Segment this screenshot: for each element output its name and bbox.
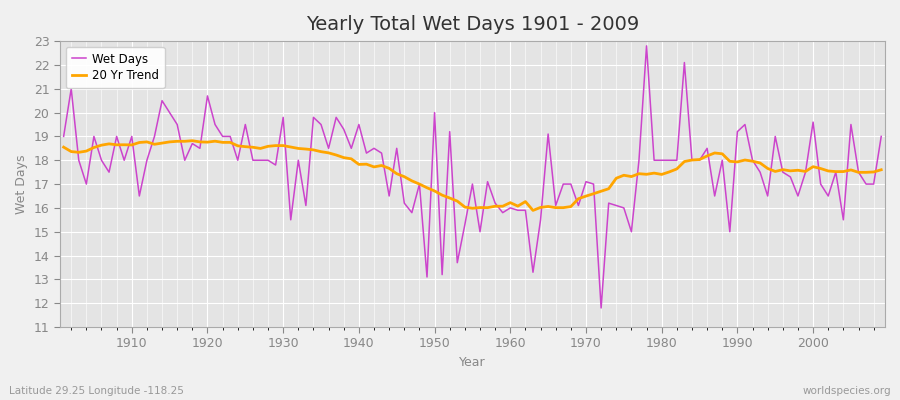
20 Yr Trend	[187, 138, 198, 143]
Wet Days	[603, 201, 614, 206]
Wet Days	[596, 306, 607, 310]
Y-axis label: Wet Days: Wet Days	[15, 154, 28, 214]
Text: Latitude 29.25 Longitude -118.25: Latitude 29.25 Longitude -118.25	[9, 386, 184, 396]
Title: Yearly Total Wet Days 1901 - 2009: Yearly Total Wet Days 1901 - 2009	[306, 15, 639, 34]
20 Yr Trend	[505, 200, 516, 205]
20 Yr Trend	[611, 176, 622, 181]
20 Yr Trend	[338, 155, 349, 160]
Wet Days	[498, 210, 508, 215]
20 Yr Trend	[292, 146, 303, 151]
Wet Days	[285, 218, 296, 222]
20 Yr Trend	[876, 167, 886, 172]
Wet Days	[58, 134, 69, 139]
Wet Days	[641, 44, 652, 48]
Legend: Wet Days, 20 Yr Trend: Wet Days, 20 Yr Trend	[66, 47, 165, 88]
20 Yr Trend	[527, 208, 538, 213]
Wet Days	[331, 115, 342, 120]
Line: Wet Days: Wet Days	[64, 46, 881, 308]
20 Yr Trend	[512, 204, 523, 208]
Wet Days	[876, 134, 886, 139]
Line: 20 Yr Trend: 20 Yr Trend	[64, 141, 881, 210]
20 Yr Trend	[119, 142, 130, 147]
Wet Days	[119, 158, 130, 163]
Text: worldspecies.org: worldspecies.org	[803, 386, 891, 396]
Wet Days	[505, 206, 516, 210]
20 Yr Trend	[58, 145, 69, 150]
X-axis label: Year: Year	[459, 356, 486, 369]
